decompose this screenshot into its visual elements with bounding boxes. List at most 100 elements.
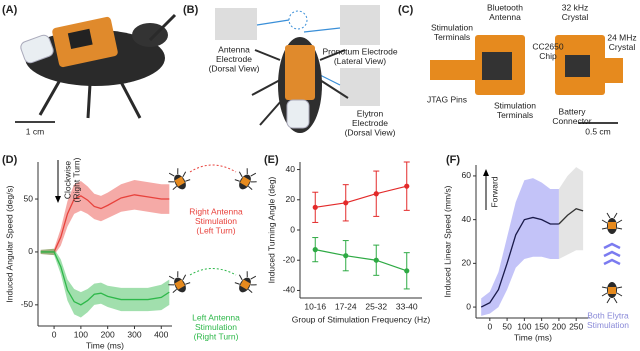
x-tick-label: 200 xyxy=(101,329,115,339)
y-tick-label: 0 xyxy=(28,246,33,256)
arc-arrow xyxy=(189,268,237,276)
x-tick-label: 0 xyxy=(52,329,57,339)
y-tick-label: 50 xyxy=(24,193,34,203)
beetle-board xyxy=(608,287,616,294)
y-tick-label: 40 xyxy=(462,214,472,224)
callout: Battery xyxy=(559,106,587,116)
beetle-legs xyxy=(168,168,191,190)
panel-label: (A) xyxy=(2,4,18,16)
callout: Stimulation xyxy=(494,100,536,110)
chevron xyxy=(603,258,621,266)
beetle-board xyxy=(240,176,251,187)
scale-label: 0.5 cm xyxy=(585,126,611,136)
callout: Pronotum Electrode xyxy=(322,46,397,56)
panel-label: (C) xyxy=(398,4,414,16)
y-axis-label: Induced Linear Speed (mm/s) xyxy=(442,185,452,297)
point xyxy=(373,257,379,263)
x-axis-label: Time (ms) xyxy=(514,332,552,342)
callout: Elytron xyxy=(357,108,384,118)
callout: Bluetooth xyxy=(487,2,523,12)
beetle-board xyxy=(174,279,185,290)
callout: JTAG Pins xyxy=(427,94,467,104)
spread-band xyxy=(40,179,170,256)
beetle-icon xyxy=(234,168,257,190)
panel-label: (F) xyxy=(446,154,460,166)
x-tick-label: 17-24 xyxy=(335,301,357,311)
annotation: (Right Turn) xyxy=(71,157,81,202)
x-axis-label: Time (ms) xyxy=(86,340,124,350)
annotation: Right Antenna xyxy=(189,206,243,216)
panel-label: (D) xyxy=(2,154,18,166)
point xyxy=(404,268,410,274)
callout: Terminals xyxy=(497,110,533,120)
annotation: Clockwise xyxy=(62,161,72,200)
series-line xyxy=(480,216,559,308)
series-line xyxy=(558,207,584,225)
beetle-board xyxy=(240,279,251,290)
x-tick-label: 300 xyxy=(127,329,141,339)
y-tick-label: -20 xyxy=(283,254,296,264)
y-axis-label: Induced Turning Angle (deg) xyxy=(266,176,276,283)
beetle-icon xyxy=(234,271,257,293)
point xyxy=(343,200,349,206)
y-tick-label: 40 xyxy=(286,164,296,174)
panel-label: (B) xyxy=(183,4,199,16)
point xyxy=(312,247,318,253)
beetle-icon xyxy=(168,271,191,293)
y-tick-label: 20 xyxy=(462,258,472,268)
spread-band xyxy=(40,248,170,318)
callout: Stimulation xyxy=(431,22,473,32)
x-tick-label: 200 xyxy=(552,321,566,331)
beetle-icon xyxy=(601,212,623,234)
arrow-head xyxy=(483,169,489,176)
x-axis-label: Group of Stimulation Frequency (Hz) xyxy=(292,314,431,324)
x-tick-label: 50 xyxy=(502,321,512,331)
beetle-photo-b xyxy=(215,5,380,133)
point xyxy=(312,204,318,210)
series-line xyxy=(40,194,170,253)
annotation: (Right Turn) xyxy=(194,331,239,341)
circuit-boards xyxy=(430,35,623,124)
y-tick-label: -50 xyxy=(21,299,34,309)
callout: Antenna xyxy=(489,12,521,22)
point xyxy=(404,183,410,189)
callout: Chip xyxy=(539,51,557,61)
annotation: (Left Turn) xyxy=(196,225,235,235)
scale-label: 1 cm xyxy=(26,126,44,136)
callout: Terminals xyxy=(434,32,470,42)
callout: (Dorsal View) xyxy=(209,63,260,73)
annotation: Stimulation xyxy=(587,320,629,330)
callout: Antenna xyxy=(218,44,250,54)
x-tick-label: 33-40 xyxy=(396,301,418,311)
series-line xyxy=(315,185,407,208)
y-axis-label: Induced Angular Speed (deg/s) xyxy=(4,185,14,302)
x-tick-label: 100 xyxy=(517,321,531,331)
callout: Electrode xyxy=(216,54,252,64)
beetle-legs xyxy=(234,271,257,293)
x-tick-label: 0 xyxy=(487,321,492,331)
beetle-board xyxy=(608,222,616,229)
annotation: Left Antenna xyxy=(192,312,240,322)
annotation: Forward xyxy=(489,176,499,207)
beetle-board xyxy=(174,176,185,187)
callout: (Dorsal View) xyxy=(345,127,396,137)
chevron xyxy=(603,242,621,250)
x-tick-label: 10-16 xyxy=(304,301,326,311)
beetle-legs xyxy=(234,168,257,190)
point xyxy=(373,191,379,197)
callout: 24 MHz xyxy=(607,32,636,42)
x-tick-label: 400 xyxy=(154,329,168,339)
series-line xyxy=(40,251,170,306)
annotation: Both Elytra xyxy=(587,310,629,320)
arc-arrow xyxy=(189,164,237,173)
arrow-head xyxy=(55,196,61,203)
callout: 32 kHz xyxy=(562,2,588,12)
panel-label: (E) xyxy=(264,154,279,166)
beetle-icon xyxy=(168,168,191,190)
annotation: Stimulation xyxy=(195,216,237,226)
callout: (Lateral View) xyxy=(334,56,386,66)
callout: Electrode xyxy=(352,118,388,128)
point xyxy=(343,253,349,259)
beetle-legs xyxy=(601,286,623,304)
